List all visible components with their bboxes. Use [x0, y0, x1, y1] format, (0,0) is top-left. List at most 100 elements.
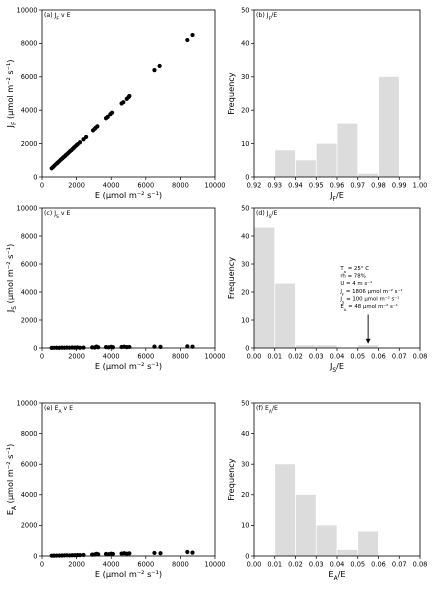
- x-tick-label: 0.04: [330, 561, 345, 569]
- y-tick-label: 2000: [21, 316, 38, 324]
- y-tick-label: 20: [241, 288, 249, 296]
- x-tick-label: 0.00: [247, 561, 262, 569]
- y-tick-label: 0: [245, 344, 249, 352]
- y-tick-label: 10000: [17, 399, 38, 407]
- plot-frame: [41, 402, 216, 557]
- data-point: [152, 550, 157, 556]
- y-tick-label: 6000: [21, 73, 38, 81]
- y-tick-label: 0: [33, 173, 37, 181]
- y-tick-label: 30: [241, 461, 249, 469]
- y-tick-label: 50: [241, 399, 249, 407]
- y-tick-label: 6000: [21, 461, 38, 469]
- histogram-bar: [254, 227, 275, 348]
- annotation-line: rh = 78%: [340, 274, 365, 280]
- y-axis-label: Frequency: [226, 458, 236, 500]
- x-tick-label: 0.02: [288, 561, 303, 569]
- y-tick-label: 4000: [21, 107, 38, 115]
- panel-a: 0 2000 4000 6000 8000 10000 0 2000 4000 6000 8000 1…: [5, 6, 225, 200]
- histogram-bar: [358, 173, 379, 177]
- y-tick-label: 10: [241, 522, 249, 530]
- y-tick-label: 30: [241, 73, 249, 81]
- data-point: [110, 551, 116, 557]
- x-tick-label: 8000: [172, 561, 189, 569]
- x-tick-label: 0: [40, 353, 44, 361]
- histogram-bar: [337, 549, 358, 556]
- x-tick-label: 0.05: [350, 561, 365, 569]
- y-tick-label: 40: [241, 430, 249, 438]
- plot-frame: [41, 9, 216, 178]
- plot-frame: [41, 207, 216, 349]
- x-axis-label: E (μmol m⁻² s⁻¹): [95, 569, 162, 579]
- y-axis-label: EA (μmol m⁻² s⁻¹): [5, 444, 18, 515]
- x-tick-label: 0.03: [309, 353, 324, 361]
- panel-f: 0.00 0.01 0.02 0.03 0.04 0.05 0.06 0.07 0.08 0 10 2…: [226, 399, 427, 582]
- y-tick-label: 40: [241, 232, 249, 240]
- y-tick-label: 50: [241, 204, 249, 212]
- x-tick-label: 0: [40, 561, 44, 569]
- y-axis-label: Frequency: [226, 72, 236, 114]
- y-tick-label: 0: [245, 173, 249, 181]
- y-tick-label: 0: [33, 344, 37, 352]
- data-point: [185, 344, 190, 349]
- histogram-bar: [316, 143, 337, 177]
- x-tick-label: 0.00: [247, 353, 262, 361]
- x-tick-label: 4000: [103, 182, 120, 190]
- data-point: [127, 93, 132, 99]
- y-tick-label: 8000: [21, 40, 38, 48]
- histogram-bar: [275, 464, 296, 556]
- panel-d: 0.00 0.01 0.02 0.03 0.04 0.05 0.06 0.07 0.08 0 10 2…: [226, 204, 427, 374]
- data-point: [96, 552, 101, 557]
- x-tick-label: 0.07: [392, 353, 407, 361]
- panel-c: 0 2000 4000 6000 8000 10000 0 2000 4000 6000 8000 1…: [5, 204, 225, 371]
- panel-title: (f) EA/E: [256, 405, 278, 415]
- x-tick-label: 0.04: [330, 353, 345, 361]
- y-axis-label: JF (μmol m⁻² s⁻¹): [5, 60, 18, 129]
- data-point: [81, 345, 86, 350]
- x-tick-label: 0: [40, 182, 44, 190]
- y-tick-label: 4000: [21, 491, 38, 499]
- x-tick-label: 0.06: [371, 353, 386, 361]
- x-tick-label: 0.93: [267, 182, 282, 190]
- arrow-head: [365, 338, 371, 344]
- x-tick-label: 10000: [205, 353, 226, 361]
- x-tick-label: 0.02: [288, 353, 303, 361]
- y-tick-label: 30: [241, 260, 249, 268]
- x-tick-label: 0.06: [371, 561, 386, 569]
- y-tick-label: 40: [241, 40, 249, 48]
- x-tick-label: 0.95: [309, 182, 324, 190]
- annotation-line: JF = 1806 μmol m⁻² s⁻¹: [339, 288, 402, 297]
- x-tick-label: 4000: [103, 353, 120, 361]
- panel-title: (c) JS v E: [44, 210, 70, 220]
- histogram-bar: [295, 345, 316, 348]
- x-tick-label: 0.99: [392, 182, 407, 190]
- x-axis-label: EA/E: [328, 569, 345, 582]
- x-tick-label: 6000: [137, 182, 154, 190]
- y-axis-label: Frequency: [226, 257, 236, 299]
- x-tick-label: 0.97: [350, 182, 365, 190]
- y-tick-label: 4000: [21, 288, 38, 296]
- data-point: [127, 344, 132, 350]
- panel-title: (a) JF v E: [44, 12, 71, 22]
- histogram-bar: [275, 150, 296, 177]
- y-tick-label: 8000: [21, 430, 38, 438]
- annotation-line: EA = 48 μmol m⁻² s⁻¹: [340, 303, 398, 312]
- y-tick-label: 10: [241, 140, 249, 148]
- histogram-bar: [295, 494, 316, 556]
- histogram-bar: [337, 123, 358, 177]
- x-tick-label: 2000: [68, 353, 85, 361]
- data-point: [190, 32, 195, 38]
- y-tick-label: 10000: [17, 204, 38, 212]
- data-point: [121, 100, 126, 105]
- data-point: [96, 345, 101, 350]
- data-point: [185, 549, 190, 555]
- panel-title: (d) JS/E: [256, 210, 277, 220]
- x-tick-label: 8000: [172, 353, 189, 361]
- x-tick-label: 10000: [205, 561, 226, 569]
- data-point: [77, 140, 83, 145]
- histogram-bar: [358, 531, 379, 556]
- x-tick-label: 0.03: [309, 561, 324, 569]
- y-axis-label: JS (μmol m⁻² s⁻¹): [5, 244, 18, 313]
- x-tick-label: 8000: [172, 182, 189, 190]
- y-tick-label: 2000: [21, 140, 38, 148]
- x-tick-label: 0.05: [350, 353, 365, 361]
